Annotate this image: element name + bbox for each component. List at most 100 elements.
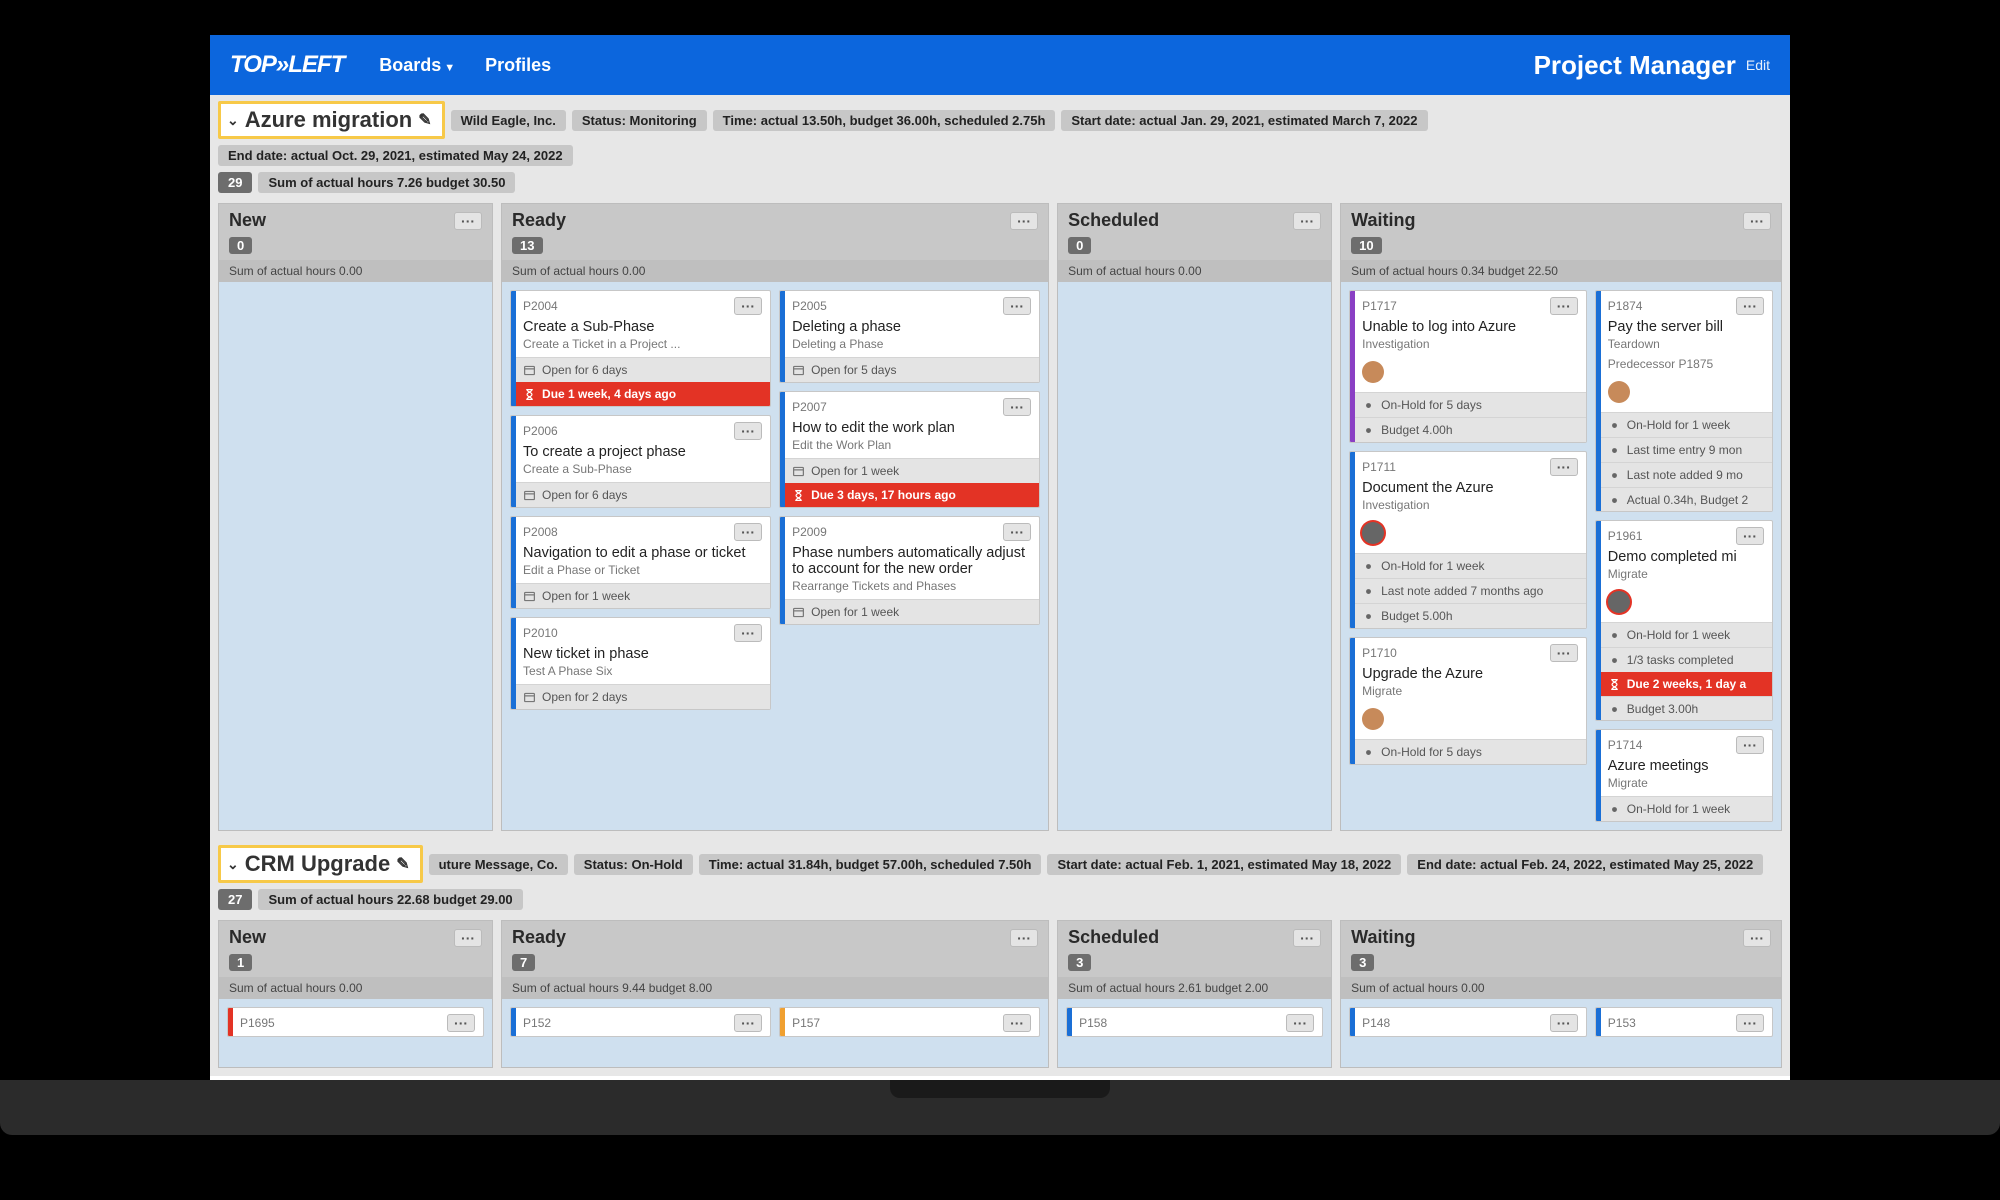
ticket-card[interactable]: P1711···Document the AzureInvestigation … xyxy=(1349,451,1587,629)
avatar xyxy=(1362,522,1384,544)
card-menu-button[interactable]: ··· xyxy=(1003,297,1031,315)
avatar xyxy=(1608,591,1630,613)
card-menu-button[interactable]: ··· xyxy=(1550,297,1578,315)
column-menu-button[interactable]: ··· xyxy=(454,929,482,947)
external-link-icon[interactable]: ✎ xyxy=(396,854,409,874)
edit-link[interactable]: Edit xyxy=(1746,57,1770,73)
card-menu-button[interactable]: ··· xyxy=(1003,398,1031,416)
ticket-card[interactable]: P153··· xyxy=(1595,1007,1773,1037)
chevron-down-icon: ⌄ xyxy=(227,112,239,129)
column-menu-button[interactable]: ··· xyxy=(1293,212,1321,230)
ticket-id: P1961 xyxy=(1608,529,1736,543)
ticket-id: P1874 xyxy=(1608,299,1736,313)
column-menu-button[interactable]: ··· xyxy=(1293,929,1321,947)
card-menu-button[interactable]: ··· xyxy=(447,1014,475,1032)
card-menu-button[interactable]: ··· xyxy=(1286,1014,1314,1032)
card-menu-button[interactable]: ··· xyxy=(734,297,762,315)
status-chip: Status: On-Hold xyxy=(574,854,693,875)
card-menu-button[interactable]: ··· xyxy=(1550,644,1578,662)
card-menu-button[interactable]: ··· xyxy=(734,624,762,642)
card-menu-button[interactable]: ··· xyxy=(1736,297,1764,315)
column-menu-button[interactable]: ··· xyxy=(1743,212,1771,230)
column-menu-button[interactable]: ··· xyxy=(454,212,482,230)
ticket-meta: Last time entry 9 mon xyxy=(1596,437,1772,462)
ticket-meta: On-Hold for 1 week xyxy=(1596,412,1772,437)
project-name: Azure migration xyxy=(245,107,412,133)
ticket-card[interactable]: P2007··· How to edit the work planEdit th… xyxy=(779,391,1040,508)
card-menu-button[interactable]: ··· xyxy=(734,422,762,440)
ticket-id: P152 xyxy=(523,1016,734,1030)
column-menu-button[interactable]: ··· xyxy=(1010,212,1038,230)
ticket-card[interactable]: P1874···Pay the server billTeardownPrede… xyxy=(1595,290,1773,512)
laptop-shadow xyxy=(50,1135,1950,1165)
card-menu-button[interactable]: ··· xyxy=(1550,458,1578,476)
ticket-title: Unable to log into Azure xyxy=(1350,319,1586,337)
ticket-card[interactable]: P158··· xyxy=(1066,1007,1323,1037)
card-menu-button[interactable]: ··· xyxy=(1736,1014,1764,1032)
card-menu-button[interactable]: ··· xyxy=(1003,523,1031,541)
company-chip[interactable]: Wild Eagle, Inc. xyxy=(451,110,566,131)
card-menu-button[interactable]: ··· xyxy=(1550,1014,1578,1032)
card-menu-button[interactable]: ··· xyxy=(734,1014,762,1032)
ticket-open-meta: Open for 6 days xyxy=(511,357,770,382)
ticket-card[interactable]: P2010···New ticket in phaseTest A Phase … xyxy=(510,617,771,710)
ticket-subtitle: Migrate xyxy=(1596,567,1772,587)
ticket-due-badge: Due 1 week, 4 days ago xyxy=(511,382,770,406)
ticket-id: P1710 xyxy=(1362,646,1550,660)
company-chip[interactable]: uture Message, Co. xyxy=(429,854,568,875)
ticket-id: P2007 xyxy=(792,400,1003,414)
column-waiting: Waiting··· 10 Sum of actual hours 0.34 b… xyxy=(1340,203,1782,831)
ticket-title: Navigation to edit a phase or ticket xyxy=(511,545,770,563)
ticket-subtitle: Investigation xyxy=(1350,337,1586,357)
ticket-meta: 1/3 tasks completed xyxy=(1596,647,1772,672)
ticket-id: P1714 xyxy=(1608,738,1736,752)
external-link-icon[interactable]: ✎ xyxy=(418,110,431,130)
ticket-id: P2004 xyxy=(523,299,734,313)
ticket-card[interactable]: P2006···To create a project phaseCreate … xyxy=(510,415,771,508)
ticket-card[interactable]: P2005···Deleting a phaseDeleting a Phase… xyxy=(779,290,1040,383)
ticket-open-meta: Open for 1 week xyxy=(780,599,1039,624)
ticket-card[interactable]: P1695··· xyxy=(227,1007,484,1037)
ticket-card[interactable]: P148··· xyxy=(1349,1007,1587,1037)
ticket-open-meta: Open for 1 week xyxy=(511,583,770,608)
card-menu-button[interactable]: ··· xyxy=(1736,736,1764,754)
ticket-meta: On-Hold for 5 days xyxy=(1350,392,1586,417)
project-summary-row: 29 Sum of actual hours 7.26 budget 30.50 xyxy=(210,172,1790,199)
ticket-card[interactable]: P152··· xyxy=(510,1007,771,1037)
nav-boards[interactable]: Boards▼ xyxy=(379,55,455,76)
card-menu-button[interactable]: ··· xyxy=(734,523,762,541)
column-waiting: Waiting··· 3 Sum of actual hours 0.00 P1… xyxy=(1340,920,1782,1068)
project-sum: Sum of actual hours 22.68 budget 29.00 xyxy=(258,889,522,910)
avatar xyxy=(1362,361,1384,383)
ticket-title: Pay the server bill xyxy=(1596,319,1772,337)
ticket-title: How to edit the work plan xyxy=(780,420,1039,438)
card-menu-button[interactable]: ··· xyxy=(1003,1014,1031,1032)
ticket-subtitle: Create a Ticket in a Project ... xyxy=(511,337,770,357)
status-chip: Status: Monitoring xyxy=(572,110,707,131)
ticket-title: Deleting a phase xyxy=(780,319,1039,337)
ticket-open-meta: Open for 5 days xyxy=(780,357,1039,382)
ticket-card[interactable]: P1714···Azure meetingsMigrate On-Hold fo… xyxy=(1595,729,1773,822)
ticket-id: P1711 xyxy=(1362,460,1550,474)
avatar xyxy=(1362,708,1384,730)
project-name-chip[interactable]: ⌄ CRM Upgrade ✎ xyxy=(218,845,423,883)
column-menu-button[interactable]: ··· xyxy=(1010,929,1038,947)
ticket-card[interactable]: P2009···Phase numbers automatically adju… xyxy=(779,516,1040,625)
ticket-card[interactable]: P2004···Create a Sub-PhaseCreate a Ticke… xyxy=(510,290,771,407)
ticket-card[interactable]: P1961···Demo completed miMigrate On-Hold… xyxy=(1595,520,1773,721)
project-sum: Sum of actual hours 7.26 budget 30.50 xyxy=(258,172,515,193)
project-name-chip[interactable]: ⌄ Azure migration ✎ xyxy=(218,101,445,139)
ticket-card[interactable]: P1710···Upgrade the AzureMigrate On-Hold… xyxy=(1349,637,1587,765)
ticket-id: P2009 xyxy=(792,525,1003,539)
nav-profiles[interactable]: Profiles xyxy=(485,55,551,76)
ticket-subtitle: Edit the Work Plan xyxy=(780,438,1039,458)
column-menu-button[interactable]: ··· xyxy=(1743,929,1771,947)
column-scheduled: Scheduled··· 0 Sum of actual hours 0.00 xyxy=(1057,203,1332,831)
project-count: 29 xyxy=(218,172,252,193)
ticket-card[interactable]: P1717···Unable to log into AzureInvestig… xyxy=(1349,290,1587,443)
card-menu-button[interactable]: ··· xyxy=(1736,527,1764,545)
ticket-card[interactable]: P2008···Navigation to edit a phase or ti… xyxy=(510,516,771,609)
ticket-card[interactable]: P157··· xyxy=(779,1007,1040,1037)
ticket-meta: Actual 0.34h, Budget 2 xyxy=(1596,487,1772,512)
ticket-subtitle: Migrate xyxy=(1350,684,1586,704)
